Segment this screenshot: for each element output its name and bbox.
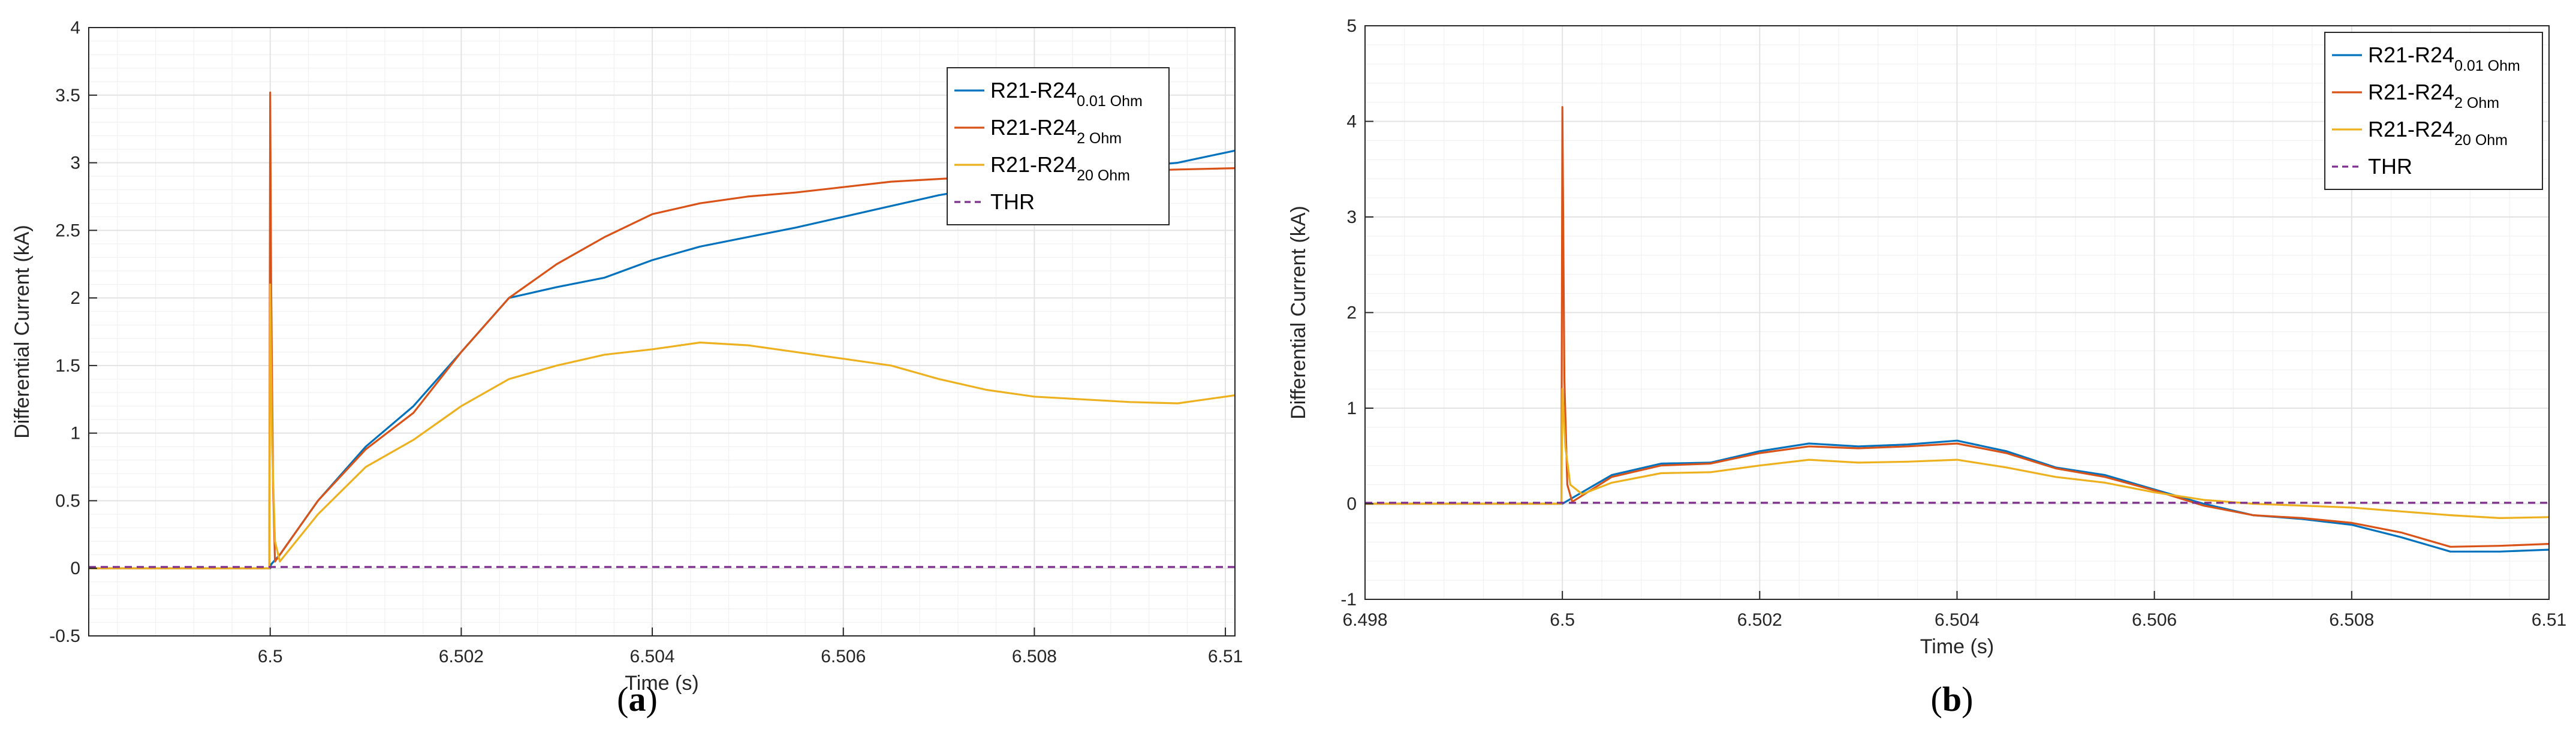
y-tick-label: 4: [70, 18, 80, 38]
legend-entry-name: THR: [990, 189, 1035, 214]
x-tick-label: 6.506: [2132, 610, 2177, 630]
chart-panel-b: 6.498 6.5 6.502 6.504 6.506 6.508 6.51 -1 0 1 2 3 4 5…: [1287, 16, 2566, 719]
legend-box: [2324, 32, 2543, 190]
series-line-20-ohm: [1365, 388, 2550, 520]
panel-caption: (b): [1931, 680, 1974, 719]
y-tick-label: 1.5: [55, 356, 80, 376]
x-tick-label: 6.504: [630, 647, 675, 666]
caption-close: ): [646, 680, 658, 719]
series-line-20-ohm: [89, 283, 1236, 569]
legend-entry-subscript: 20 Ohm: [2454, 132, 2508, 149]
legend-entry-name: R21-R24: [2368, 117, 2454, 141]
legend-entry-name: R21-R24: [2368, 43, 2454, 67]
x-tick-label: 6.506: [821, 647, 866, 666]
x-tick-label: 6.508: [2329, 610, 2374, 630]
x-axis-label: Time (s): [625, 672, 698, 695]
legend-entry-label: R21-R240.01 Ohm: [990, 78, 1143, 110]
y-tick-label: 3: [70, 153, 80, 173]
x-tick-label: 6.5: [258, 647, 283, 666]
x-tick-label: 6.498: [1342, 610, 1387, 630]
legend-entry-label: R21-R242 Ohm: [990, 115, 1122, 147]
legend-entry-subscript: 0.01 Ohm: [2454, 58, 2520, 74]
y-tick-label: -1: [1340, 590, 1357, 610]
x-tick-label: 6.51: [1208, 647, 1243, 666]
ticks: 6.498 6.5 6.502 6.504 6.506 6.508 6.51 -1 0 1 2 3 4 5: [1340, 16, 2566, 630]
caption-open: (: [617, 680, 628, 719]
chart-panel-a: 6.5 6.502 6.504 6.506 6.508 6.51 -0.5 0 0.5 1 1.5 2…: [11, 18, 1243, 719]
y-axis-label: Differential Current (kA): [11, 225, 34, 439]
legend-entry-label: THR: [990, 189, 1035, 214]
y-tick-label: 0.5: [55, 491, 80, 511]
axes-frame: [88, 27, 1236, 637]
y-tick-label: 1: [1346, 399, 1357, 418]
y-tick-label: 2: [70, 288, 80, 308]
legend-box: [947, 67, 1170, 225]
series-line-2-ohm: [1365, 106, 2550, 548]
legend-entry-name: R21-R24: [990, 78, 1077, 102]
caption-close: ): [1962, 680, 1973, 719]
y-tick-label: 3: [1346, 207, 1357, 227]
y-tick-label: 0: [1346, 494, 1357, 514]
series-line-0-01-ohm: [1365, 439, 2550, 553]
y-tick-label: 3.5: [55, 86, 80, 105]
ticks: 6.5 6.502 6.504 6.506 6.508 6.51 -0.5 0 0.5 1 1.5 2…: [49, 18, 1243, 666]
y-tick-label: 5: [1346, 16, 1357, 36]
legend-entry-label: R21-R240.01 Ohm: [2368, 43, 2520, 74]
caption-open: (: [1931, 680, 1942, 719]
legend-entry-label: R21-R2420 Ohm: [990, 152, 1130, 184]
legend-entry-name: THR: [2368, 154, 2412, 179]
legend-entry-subscript: 20 Ohm: [1077, 167, 1130, 184]
x-tick-label: 6.504: [1935, 610, 1980, 630]
y-tick-label: -0.5: [49, 626, 80, 646]
legend-entry-name: R21-R24: [990, 152, 1077, 177]
y-tick-label: 2: [1346, 303, 1357, 323]
legend-entry-label: THR: [2368, 154, 2412, 179]
y-tick-label: 2.5: [55, 221, 80, 240]
x-tick-label: 6.5: [1550, 610, 1575, 630]
legend-entry-name: R21-R24: [2368, 80, 2454, 104]
y-tick-label: 0: [70, 559, 80, 578]
caption-letter: b: [1942, 680, 1962, 719]
series-group: [1365, 106, 2550, 553]
caption-letter: a: [629, 680, 646, 719]
y-tick-label: 1: [70, 424, 80, 444]
x-tick-label: 6.508: [1012, 647, 1057, 666]
legend-entry-name: R21-R24: [990, 115, 1077, 140]
panel-caption: (a): [617, 680, 658, 719]
x-tick-label: 6.51: [2532, 610, 2566, 630]
legend-entry-label: R21-R2420 Ohm: [2368, 117, 2508, 149]
legend-entry-label: R21-R242 Ohm: [2368, 80, 2499, 111]
x-tick-label: 6.502: [1737, 610, 1782, 630]
y-axis-label: Differential Current (kA): [1287, 206, 1310, 420]
legend-entry-subscript: 2 Ohm: [2454, 95, 2499, 111]
legend-entry-subscript: 2 Ohm: [1077, 130, 1122, 147]
y-tick-label: 4: [1346, 112, 1357, 132]
legend-entry-subscript: 0.01 Ohm: [1077, 93, 1143, 110]
x-axis-label: Time (s): [1920, 635, 1994, 658]
x-tick-label: 6.502: [439, 647, 484, 666]
